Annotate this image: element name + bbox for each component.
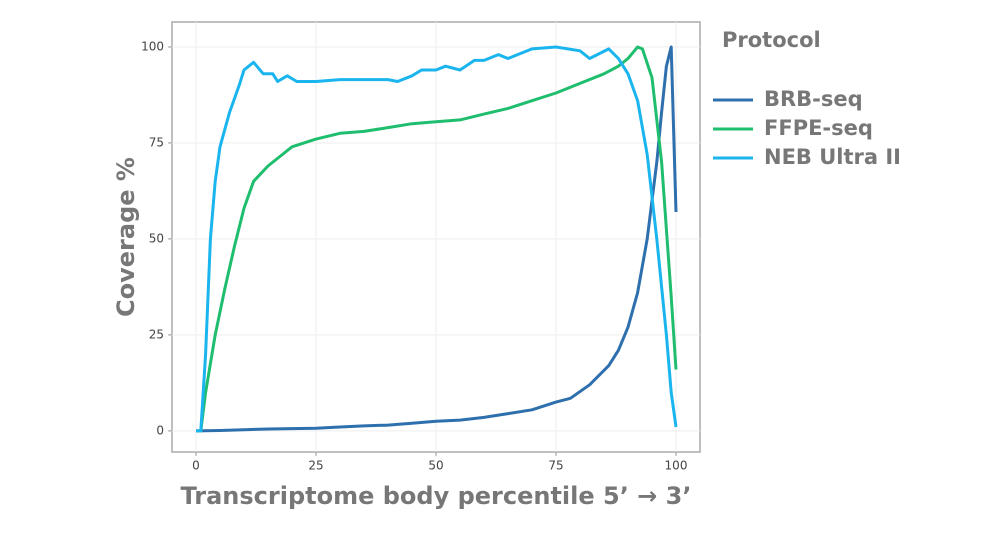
y-axis-title: Coverage % (112, 157, 140, 317)
y-tick-label: 100 (141, 39, 164, 53)
series-line (196, 45, 678, 433)
x-tick-label: 100 (665, 459, 688, 473)
grid (172, 22, 700, 452)
legend-label: FFPE-seq (764, 116, 873, 140)
series-line (196, 45, 678, 433)
y-tick-label: 75 (149, 135, 164, 149)
legend-label: BRB-seq (764, 87, 863, 111)
y-tick-label: 25 (149, 327, 164, 341)
y-tick-label: 0 (156, 423, 164, 437)
y-tick-label: 50 (149, 231, 164, 245)
x-axis-title: Transcriptome body percentile 5’ → 3’ (181, 482, 692, 510)
lines (195, 45, 678, 433)
x-tick-label: 0 (192, 459, 200, 473)
x-tick-label: 25 (308, 459, 323, 473)
x-tick-label: 75 (548, 459, 563, 473)
legend-label: NEB Ultra II (764, 145, 901, 169)
x-tick-label: 50 (428, 459, 443, 473)
legend-title: Protocol (722, 28, 821, 52)
